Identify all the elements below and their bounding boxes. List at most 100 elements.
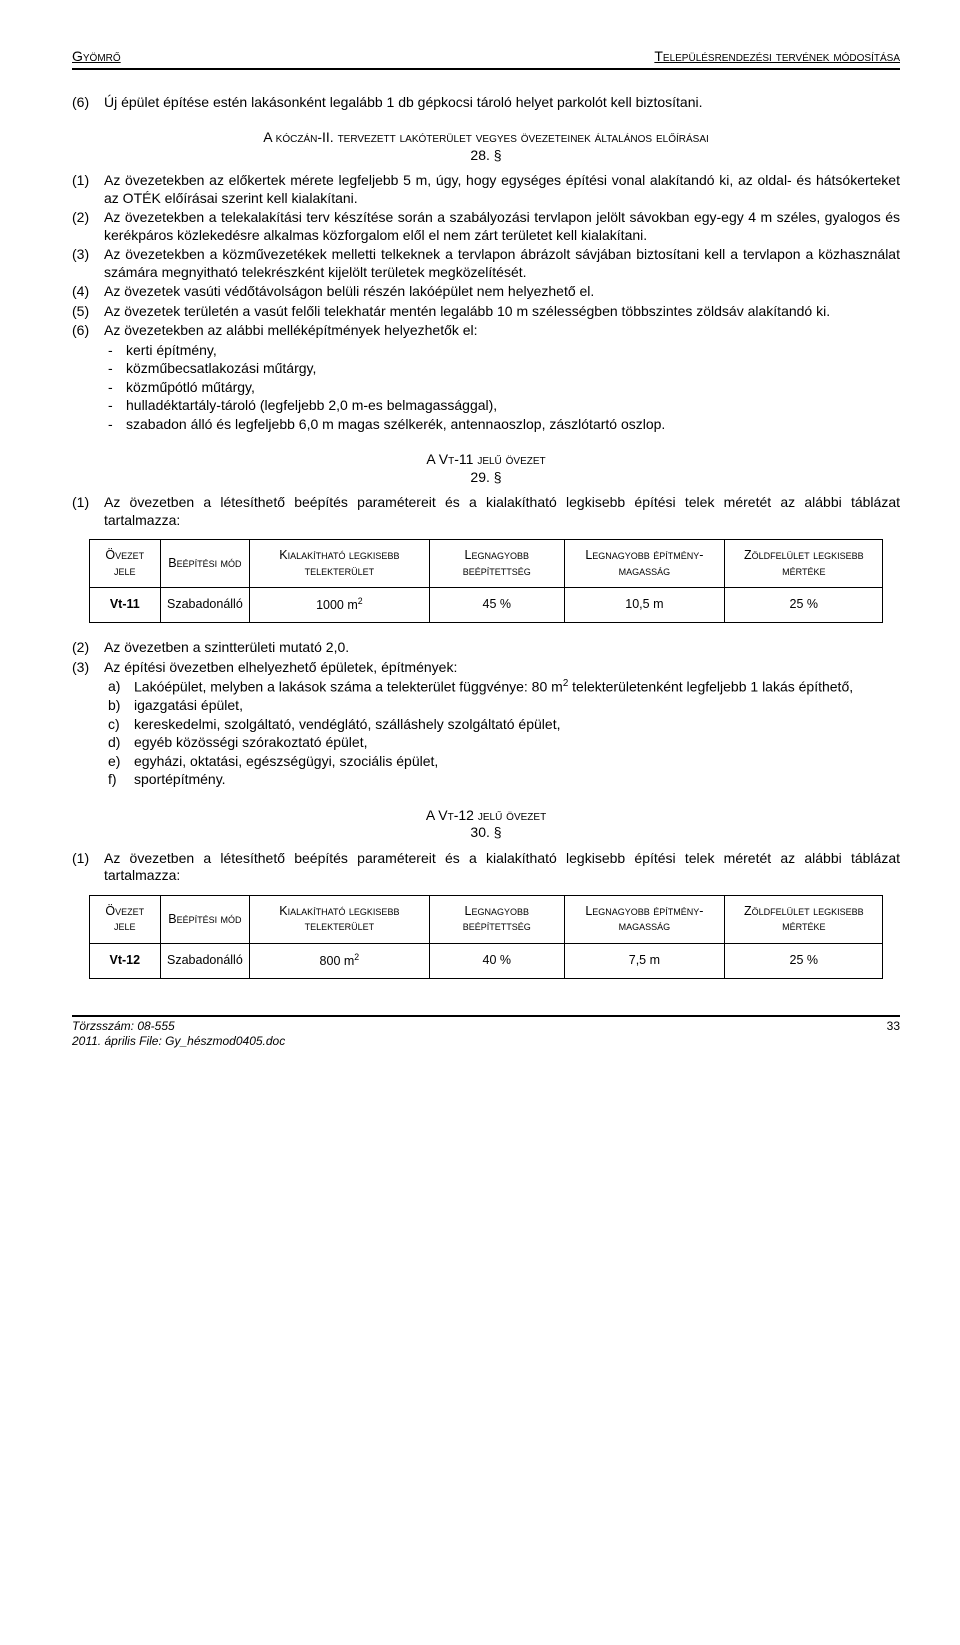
item-text: egyéb közösségi szórakoztató épület, — [134, 734, 900, 752]
table-header: Zöldfelület legkisebb mértéke — [725, 895, 883, 943]
dash-icon: - — [108, 379, 126, 397]
letter-list-item: a)Lakóépület, melyben a lakások száma a … — [108, 678, 900, 696]
footer-page: 33 — [887, 1019, 900, 1049]
table-header: Beépítési mód — [161, 540, 250, 588]
page-header: Gyömrő Településrendezési tervének módos… — [72, 48, 900, 70]
dash-icon: - — [108, 416, 126, 434]
intro-item: (6) Új épület építése estén lakásonként … — [72, 94, 900, 112]
item-letter: b) — [108, 697, 134, 715]
item-text: Az övezetek területén a vasút felőli tel… — [104, 303, 900, 321]
table-header: Zöldfelület legkisebb mértéke — [725, 540, 883, 588]
section-30-heading: A Vt-12 jelű övezet 30. § — [72, 807, 900, 842]
section-num: 28. § — [470, 147, 501, 163]
table-vt12: Övezet jeleBeépítési módKialakítható leg… — [89, 895, 884, 979]
item-text: Az övezetekben az alábbi melléképítménye… — [104, 322, 900, 340]
item-text: Az övezetekben a telekalakítási terv kés… — [104, 209, 900, 244]
list-item: (3)Az övezetekben a közművezetékek melle… — [72, 246, 900, 281]
list-item: (6)Az övezetekben az alábbi melléképítmé… — [72, 322, 900, 340]
sub-text: közműbecsatlakozási műtárgy, — [126, 360, 900, 378]
table-cell: Vt-11 — [89, 588, 160, 623]
letter-list-item: f)sportépítmény. — [108, 771, 900, 789]
table-header: Legnagyobb beépítettség — [429, 540, 564, 588]
sub-list-item: -kerti építmény, — [108, 342, 900, 360]
item-text: egyházi, oktatási, egészségügyi, szociál… — [134, 753, 900, 771]
list-item: (1)Az övezetekben az előkertek mérete le… — [72, 172, 900, 207]
item-letter: c) — [108, 716, 134, 734]
sub-list-item: -közműbecsatlakozási műtárgy, — [108, 360, 900, 378]
item-letter: e) — [108, 753, 134, 771]
section-29-heading: A Vt-11 jelű övezet 29. § — [72, 451, 900, 486]
item-text: sportépítmény. — [134, 771, 900, 789]
item-letter: d) — [108, 734, 134, 752]
item-text: igazgatási épület, — [134, 697, 900, 715]
item-num: (2) — [72, 209, 104, 244]
item-num: (4) — [72, 283, 104, 301]
item-text: Az övezetekben az előkertek mérete legfe… — [104, 172, 900, 207]
table-cell: Vt-12 — [89, 943, 160, 978]
item-num: (3) — [72, 246, 104, 281]
table-header: Kialakítható legkisebb telekterület — [249, 895, 429, 943]
sub-list-item: -hulladéktartály-tároló (legfeljebb 2,0 … — [108, 397, 900, 415]
table-cell: 1000 m2 — [249, 588, 429, 623]
item-text: Új épület építése estén lakásonként lega… — [104, 94, 900, 112]
table-header: Beépítési mód — [161, 895, 250, 943]
footer-line1: Törzsszám: 08-555 — [72, 1019, 175, 1033]
table-cell: 40 % — [429, 943, 564, 978]
table-cell: 10,5 m — [564, 588, 725, 623]
list-item: (3)Az építési övezetben elhelyezhető épü… — [72, 659, 900, 677]
footer-left: Törzsszám: 08-555 2011. április File: Gy… — [72, 1019, 285, 1049]
item-num: (6) — [72, 94, 104, 112]
table-cell: 800 m2 — [249, 943, 429, 978]
list-item: (5)Az övezetek területén a vasút felőli … — [72, 303, 900, 321]
table-cell: 7,5 m — [564, 943, 725, 978]
item-text: Az övezetekben a közművezetékek melletti… — [104, 246, 900, 281]
list-item: (4)Az övezetek vasúti védőtávolságon bel… — [72, 283, 900, 301]
table-header: Övezet jele — [89, 540, 160, 588]
table-cell: 25 % — [725, 588, 883, 623]
item-letter: f) — [108, 771, 134, 789]
item-num: (6) — [72, 322, 104, 340]
item-text: Lakóépület, melyben a lakások száma a te… — [134, 678, 900, 696]
section-num: 29. § — [470, 469, 501, 485]
item-text: Az övezetben a szintterületi mutató 2,0. — [104, 639, 900, 657]
section-title: A kóczán-II. tervezett lakóterület vegye… — [263, 129, 709, 145]
sub-text: szabadon álló és legfeljebb 6,0 m magas … — [126, 416, 900, 434]
table-cell: Szabadonálló — [161, 588, 250, 623]
header-right: Településrendezési tervének módosítása — [654, 48, 900, 66]
list-item: (2)Az övezetekben a telekalakítási terv … — [72, 209, 900, 244]
item-num: (1) — [72, 494, 104, 529]
dash-icon: - — [108, 397, 126, 415]
letter-list-item: b)igazgatási épület, — [108, 697, 900, 715]
header-left: Gyömrő — [72, 48, 121, 66]
sub-list-item: -szabadon álló és legfeljebb 6,0 m magas… — [108, 416, 900, 434]
section-num: 30. § — [470, 824, 501, 840]
section-28-heading: A kóczán-II. tervezett lakóterület vegye… — [72, 129, 900, 164]
item-text: kereskedelmi, szolgáltató, vendéglátó, s… — [134, 716, 900, 734]
table-header: Kialakítható legkisebb telekterület — [249, 540, 429, 588]
letter-list-item: d)egyéb közösségi szórakoztató épület, — [108, 734, 900, 752]
table-cell: 45 % — [429, 588, 564, 623]
item-text: Az építési övezetben elhelyezhető épület… — [104, 659, 900, 677]
sub-text: közműpótló műtárgy, — [126, 379, 900, 397]
dash-icon: - — [108, 342, 126, 360]
table-header: Legnagyobb építmény-magasság — [564, 895, 725, 943]
letter-list-item: e)egyházi, oktatási, egészségügyi, szoci… — [108, 753, 900, 771]
list-item: (2)Az övezetben a szintterületi mutató 2… — [72, 639, 900, 657]
item-num: (3) — [72, 659, 104, 677]
item-letter: a) — [108, 678, 134, 696]
table-header: Övezet jele — [89, 895, 160, 943]
sec29-lead: (1) Az övezetben a létesíthető beépítés … — [72, 494, 900, 529]
table-vt11: Övezet jeleBeépítési módKialakítható leg… — [89, 539, 884, 623]
sub-text: hulladéktartály-tároló (legfeljebb 2,0 m… — [126, 397, 900, 415]
item-text: Az övezetben a létesíthető beépítés para… — [104, 494, 900, 529]
page-footer: Törzsszám: 08-555 2011. április File: Gy… — [72, 1015, 900, 1049]
section-title: A Vt-11 jelű övezet — [426, 451, 545, 467]
footer-line2: 2011. április File: Gy_hészmod0405.doc — [72, 1034, 285, 1048]
item-num: (5) — [72, 303, 104, 321]
table-cell: Szabadonálló — [161, 943, 250, 978]
sub-text: kerti építmény, — [126, 342, 900, 360]
item-num: (1) — [72, 172, 104, 207]
table-cell: 25 % — [725, 943, 883, 978]
section-title: A Vt-12 jelű övezet — [426, 807, 546, 823]
dash-icon: - — [108, 360, 126, 378]
